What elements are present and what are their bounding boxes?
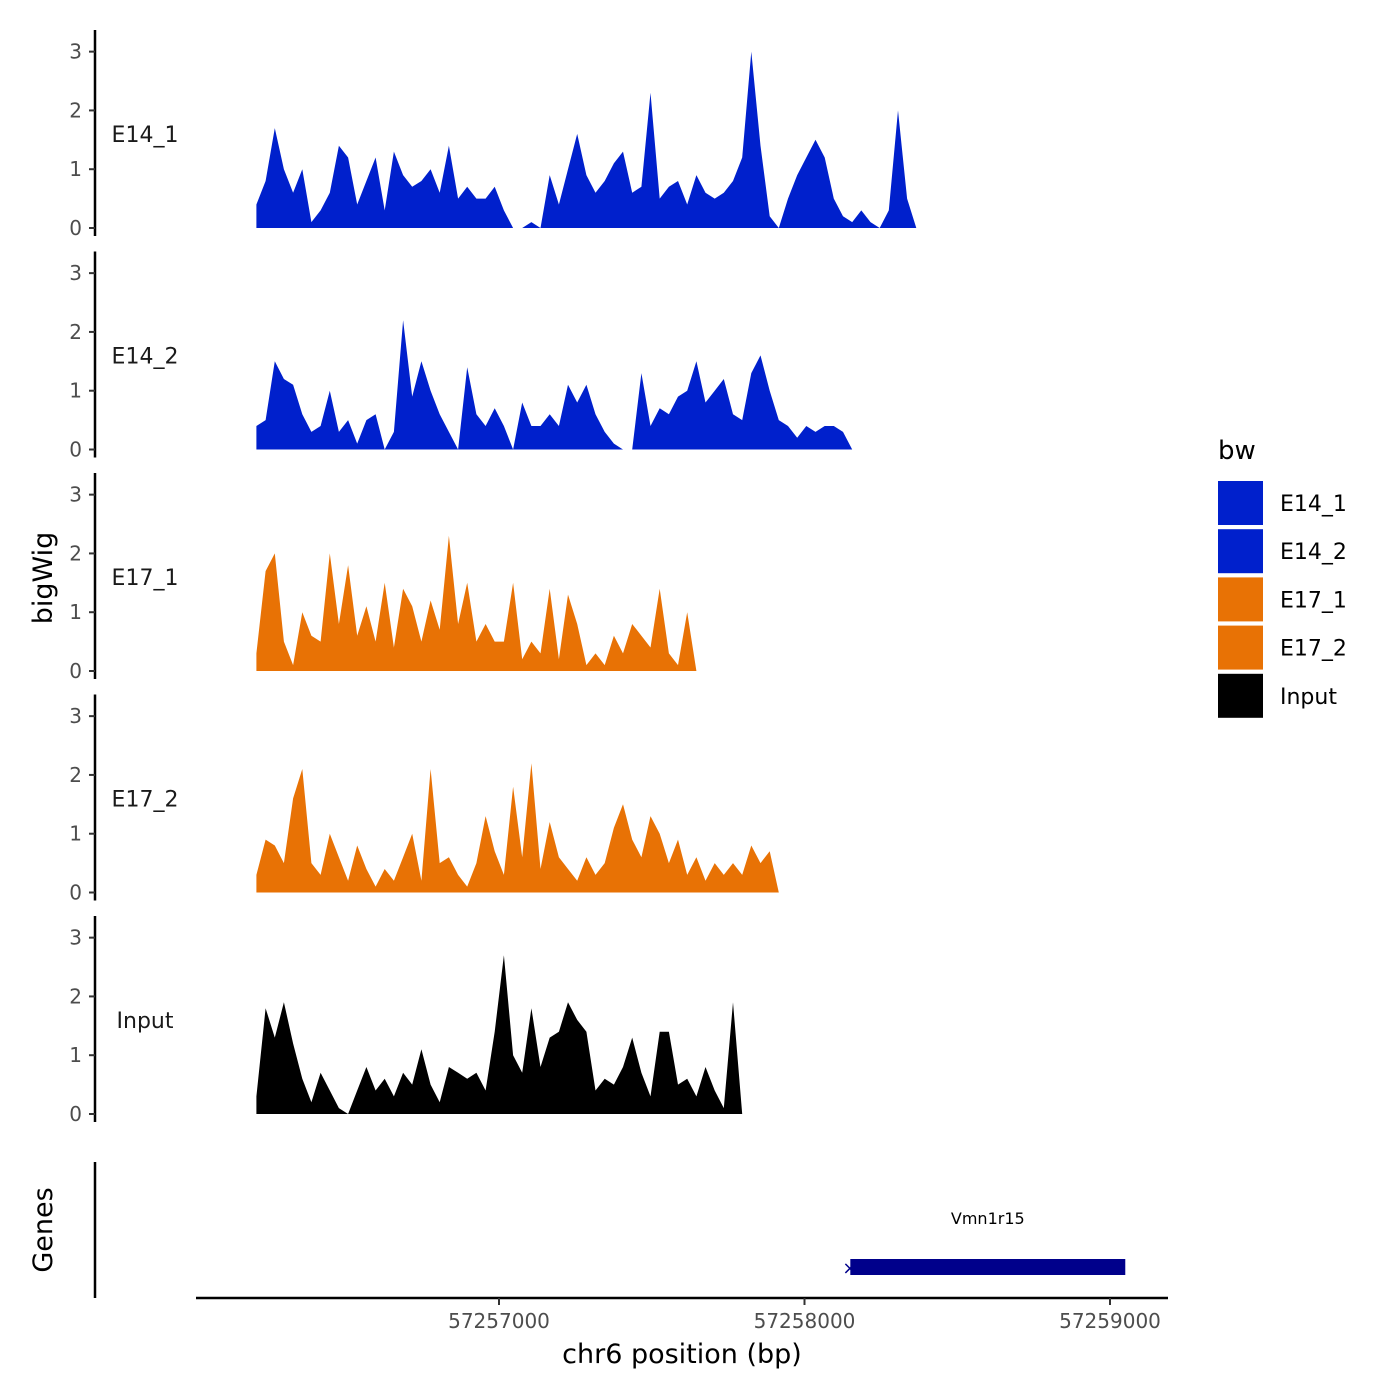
x-tick-label: 57259000 bbox=[1059, 1309, 1161, 1333]
y-tick-label: 2 bbox=[69, 984, 82, 1008]
x-axis: 57257000 57258000 57259000 bbox=[196, 1296, 1168, 1333]
y-tick-label: 0 bbox=[69, 659, 82, 683]
y-tick-label: 3 bbox=[69, 261, 82, 285]
legend: bw E14_1 E14_2 E17_1 E17_2 Input bbox=[1218, 436, 1347, 718]
signal-area bbox=[256, 955, 1118, 1114]
bigwig-tracks: 0 1 2 3 E14_1 0 1 2 3 E14_2 0 1 2 3 E17_1 0 1 2 3 E17_2 0 1 2 3… bbox=[69, 30, 1118, 1126]
legend-item-e14-1: E14_1 bbox=[1218, 481, 1347, 525]
legend-label: Input bbox=[1280, 685, 1337, 710]
legend-swatch bbox=[1218, 625, 1263, 670]
genes-axis-title: Genes bbox=[28, 1187, 59, 1272]
legend-label: E17_2 bbox=[1280, 637, 1347, 662]
y-tick-label: 1 bbox=[69, 822, 82, 846]
track-label: E17_1 bbox=[112, 566, 179, 591]
y-tick-label: 1 bbox=[69, 379, 82, 403]
track-e17-2: 0 1 2 3 E17_2 bbox=[69, 694, 1118, 905]
legend-item-e17-2: E17_2 bbox=[1218, 625, 1347, 670]
y-tick-label: 2 bbox=[69, 763, 82, 787]
track-input: 0 1 2 3 Input bbox=[69, 916, 1118, 1126]
legend-label: E14_1 bbox=[1280, 492, 1347, 517]
y-tick-label: 0 bbox=[69, 438, 82, 462]
y-tick-label: 3 bbox=[69, 40, 82, 64]
y-tick-label: 2 bbox=[69, 320, 82, 344]
x-tick-label: 57258000 bbox=[754, 1309, 856, 1333]
track-label: Input bbox=[117, 1009, 174, 1034]
gene-strand-marker: × bbox=[842, 1258, 857, 1279]
legend-swatch bbox=[1218, 481, 1263, 525]
track-e17-1: 0 1 2 3 E17_1 bbox=[69, 473, 1118, 683]
gene-body bbox=[850, 1259, 1126, 1275]
signal-area bbox=[256, 763, 1118, 893]
y-tick-label: 3 bbox=[69, 483, 82, 507]
legend-title: bw bbox=[1218, 436, 1256, 466]
y-tick-label: 3 bbox=[69, 704, 82, 728]
x-axis-title: chr6 position (bp) bbox=[562, 1339, 802, 1370]
y-tick-label: 3 bbox=[69, 926, 82, 950]
track-label: E17_2 bbox=[112, 788, 179, 813]
track-label: E14_1 bbox=[112, 123, 179, 148]
legend-label: E17_1 bbox=[1280, 588, 1347, 613]
signal-area bbox=[256, 51, 1118, 228]
y-tick-label: 0 bbox=[69, 216, 82, 240]
y-tick-label: 2 bbox=[69, 541, 82, 565]
legend-swatch bbox=[1218, 529, 1263, 574]
y-tick-label: 0 bbox=[69, 881, 82, 905]
legend-swatch bbox=[1218, 673, 1263, 718]
legend-item-input: Input bbox=[1218, 673, 1337, 718]
legend-item-e17-1: E17_1 bbox=[1218, 577, 1347, 622]
legend-label: E14_2 bbox=[1280, 540, 1347, 565]
y-tick-label: 1 bbox=[69, 157, 82, 181]
gene-label: Vmn1r15 bbox=[951, 1209, 1025, 1228]
track-label: E14_2 bbox=[112, 345, 179, 370]
x-tick-label: 57257000 bbox=[448, 1309, 550, 1333]
legend-item-e14-2: E14_2 bbox=[1218, 529, 1347, 574]
y-tick-label: 0 bbox=[69, 1102, 82, 1126]
y-tick-label: 2 bbox=[69, 98, 82, 122]
signal-area bbox=[256, 320, 1118, 450]
y-tick-label: 1 bbox=[69, 1043, 82, 1067]
genes-panel: × Vmn1r15 bbox=[93, 1162, 1126, 1298]
y-axis-title: bigWig bbox=[28, 532, 59, 625]
y-tick-label: 1 bbox=[69, 600, 82, 624]
signal-area bbox=[256, 535, 1118, 671]
legend-swatch bbox=[1218, 577, 1263, 622]
track-e14-2: 0 1 2 3 E14_2 bbox=[69, 251, 1118, 462]
track-e14-1: 0 1 2 3 E14_1 bbox=[69, 30, 1118, 240]
